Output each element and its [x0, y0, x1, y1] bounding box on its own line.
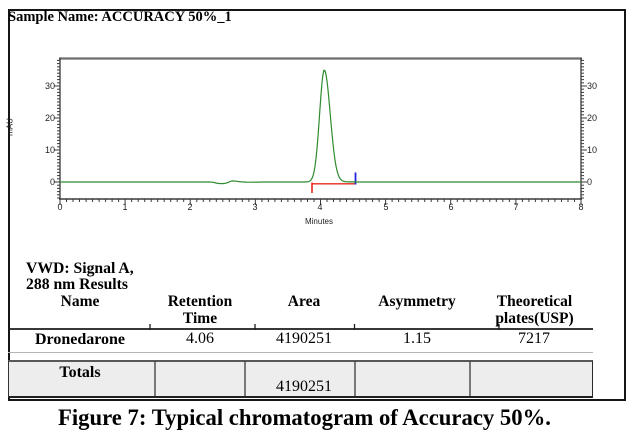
svg-text:6: 6 — [448, 202, 453, 212]
svg-text:30: 30 — [587, 81, 597, 91]
svg-text:0: 0 — [587, 177, 592, 187]
svg-text:0: 0 — [50, 177, 55, 187]
svg-text:4: 4 — [317, 202, 322, 212]
svg-text:7: 7 — [513, 202, 518, 212]
svg-text:Minutes: Minutes — [305, 217, 333, 226]
svg-text:10: 10 — [45, 145, 55, 155]
svg-text:20: 20 — [587, 113, 597, 123]
svg-text:20: 20 — [45, 113, 55, 123]
svg-text:mAU: mAU — [6, 118, 15, 136]
svg-text:3: 3 — [252, 202, 257, 212]
svg-text:0: 0 — [57, 202, 62, 212]
svg-text:8: 8 — [578, 202, 583, 212]
svg-text:2: 2 — [187, 202, 192, 212]
svg-text:30: 30 — [45, 81, 55, 91]
svg-text:5: 5 — [383, 202, 388, 212]
svg-text:10: 10 — [587, 145, 597, 155]
svg-text:1: 1 — [122, 202, 127, 212]
